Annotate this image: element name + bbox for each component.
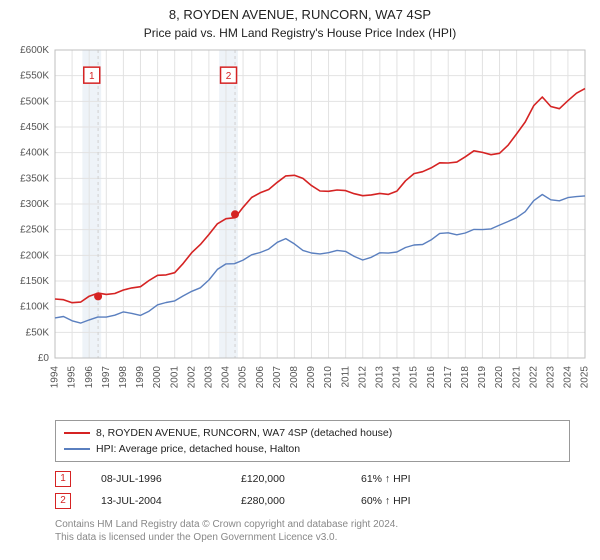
svg-text:2016: 2016 bbox=[426, 365, 437, 388]
svg-text:£150K: £150K bbox=[20, 276, 49, 287]
svg-text:2020: 2020 bbox=[494, 365, 505, 388]
page-subtitle: Price paid vs. HM Land Registry's House … bbox=[0, 24, 600, 44]
svg-text:2023: 2023 bbox=[545, 365, 556, 388]
legend-label: 8, ROYDEN AVENUE, RUNCORN, WA7 4SP (deta… bbox=[96, 427, 392, 439]
svg-text:£450K: £450K bbox=[20, 122, 49, 133]
svg-text:2000: 2000 bbox=[152, 365, 163, 388]
chart-svg: £0 £50K £100K £150K £200K £250K £300K £350K £400… bbox=[0, 44, 600, 414]
svg-text:2002: 2002 bbox=[186, 365, 197, 388]
sale-date: 08-JUL-1996 bbox=[101, 473, 211, 485]
svg-text:2: 2 bbox=[226, 71, 232, 82]
svg-text:£200K: £200K bbox=[20, 250, 49, 261]
svg-text:2013: 2013 bbox=[374, 365, 385, 388]
svg-text:1999: 1999 bbox=[135, 365, 146, 388]
svg-text:2019: 2019 bbox=[477, 365, 488, 388]
svg-text:2014: 2014 bbox=[392, 365, 403, 388]
legend-label: HPI: Average price, detached house, Halt… bbox=[96, 443, 300, 455]
svg-text:2021: 2021 bbox=[511, 365, 522, 388]
sale-date: 13-JUL-2004 bbox=[101, 495, 211, 507]
sale-pct: 61% ↑ HPI bbox=[361, 473, 411, 485]
legend-swatch-icon bbox=[64, 448, 90, 450]
license-line: This data is licensed under the Open Gov… bbox=[55, 531, 570, 544]
svg-text:1994: 1994 bbox=[50, 365, 61, 388]
legend-item: 8, ROYDEN AVENUE, RUNCORN, WA7 4SP (deta… bbox=[64, 425, 561, 441]
chart: £0 £50K £100K £150K £200K £250K £300K £350K £400… bbox=[0, 44, 600, 414]
svg-text:2024: 2024 bbox=[563, 365, 574, 388]
svg-text:2022: 2022 bbox=[528, 365, 539, 388]
marker-badge-icon: 2 bbox=[55, 493, 71, 509]
svg-text:2010: 2010 bbox=[323, 365, 334, 388]
svg-text:1996: 1996 bbox=[84, 365, 95, 388]
svg-text:2025: 2025 bbox=[580, 365, 591, 388]
legend: 8, ROYDEN AVENUE, RUNCORN, WA7 4SP (deta… bbox=[55, 420, 570, 462]
svg-text:£250K: £250K bbox=[20, 224, 49, 235]
svg-text:1: 1 bbox=[89, 71, 95, 82]
svg-text:£350K: £350K bbox=[20, 173, 49, 184]
svg-text:2018: 2018 bbox=[460, 365, 471, 388]
sale-pct: 60% ↑ HPI bbox=[361, 495, 411, 507]
svg-text:2015: 2015 bbox=[409, 365, 420, 388]
svg-text:2009: 2009 bbox=[306, 365, 317, 388]
svg-text:2017: 2017 bbox=[443, 365, 454, 388]
svg-text:2001: 2001 bbox=[169, 365, 180, 388]
table-row: 2 13-JUL-2004 £280,000 60% ↑ HPI bbox=[55, 490, 570, 512]
svg-text:£500K: £500K bbox=[20, 96, 49, 107]
svg-text:2003: 2003 bbox=[204, 365, 215, 388]
page-title: 8, ROYDEN AVENUE, RUNCORN, WA7 4SP bbox=[0, 0, 600, 24]
svg-text:2011: 2011 bbox=[340, 365, 351, 387]
svg-text:£400K: £400K bbox=[20, 147, 49, 158]
svg-text:£550K: £550K bbox=[20, 70, 49, 81]
marker-badge-icon: 1 bbox=[55, 471, 71, 487]
svg-text:£100K: £100K bbox=[20, 301, 49, 312]
sale-price: £120,000 bbox=[241, 473, 331, 485]
sales-table: 1 08-JUL-1996 £120,000 61% ↑ HPI 2 13-JU… bbox=[55, 468, 570, 512]
svg-text:£300K: £300K bbox=[20, 199, 49, 210]
svg-text:1997: 1997 bbox=[101, 365, 112, 388]
svg-text:1995: 1995 bbox=[67, 365, 78, 388]
sale-price: £280,000 bbox=[241, 495, 331, 507]
svg-text:2007: 2007 bbox=[272, 365, 283, 388]
license-line: Contains HM Land Registry data © Crown c… bbox=[55, 518, 570, 531]
license-text: Contains HM Land Registry data © Crown c… bbox=[55, 518, 570, 544]
svg-text:2008: 2008 bbox=[289, 365, 300, 388]
legend-item: HPI: Average price, detached house, Halt… bbox=[64, 441, 561, 457]
legend-swatch-icon bbox=[64, 432, 90, 434]
svg-text:£600K: £600K bbox=[20, 45, 49, 56]
table-row: 1 08-JUL-1996 £120,000 61% ↑ HPI bbox=[55, 468, 570, 490]
svg-text:2004: 2004 bbox=[221, 365, 232, 388]
svg-text:£0: £0 bbox=[38, 353, 50, 364]
svg-text:2012: 2012 bbox=[357, 365, 368, 388]
svg-text:2005: 2005 bbox=[238, 365, 249, 388]
svg-text:1998: 1998 bbox=[118, 365, 129, 388]
svg-text:2006: 2006 bbox=[255, 365, 266, 388]
svg-text:£50K: £50K bbox=[26, 327, 50, 338]
